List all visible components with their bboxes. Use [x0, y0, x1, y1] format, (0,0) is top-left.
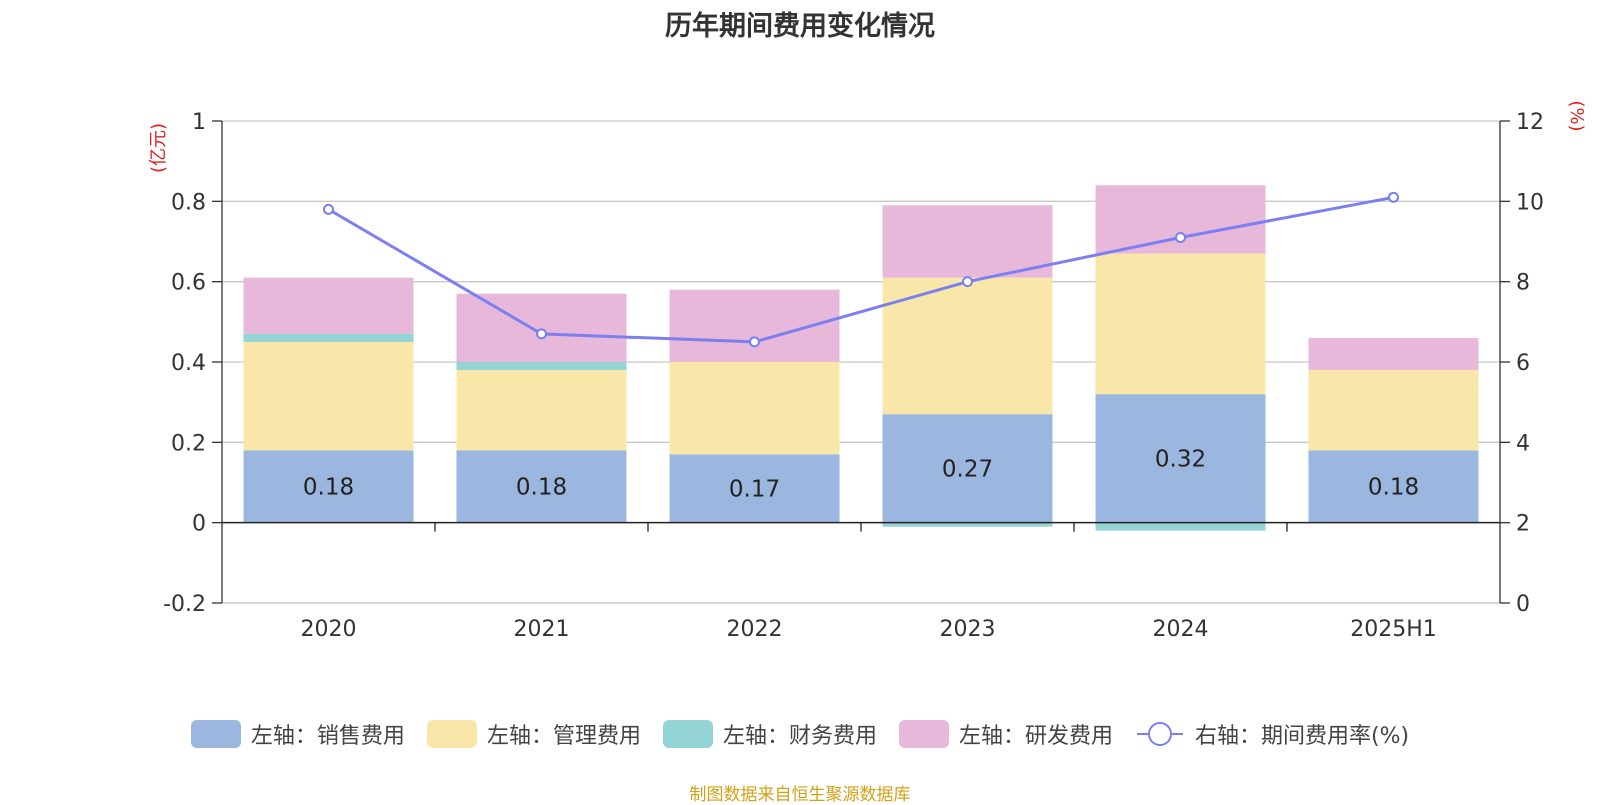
legend-label: 左轴：研发费用	[958, 724, 1113, 749]
x-tick-label: 2024	[1153, 617, 1209, 642]
rate-point	[962, 276, 973, 288]
bar-data-label: 0.18	[303, 475, 354, 501]
label-layer: 0.18 0.18 0.17 0.27 0.32 0.18	[303, 446, 1419, 502]
x-tick-label: 2022	[727, 617, 783, 642]
y-right-tick-label: 4	[1516, 431, 1530, 456]
bar-segment	[456, 362, 627, 371]
rate-point	[323, 203, 334, 215]
grid-layer	[222, 120, 1500, 604]
bar-segment	[669, 454, 840, 523]
bar-data-label: 0.32	[1155, 446, 1206, 472]
bar-data-label: 0.17	[729, 477, 780, 503]
legend-item[interactable]: 右轴：期间费用率(%)	[1135, 718, 1409, 750]
bar-data-label: 0.18	[516, 475, 567, 501]
legend-swatch	[898, 720, 949, 748]
rate-point	[749, 336, 760, 348]
y-left-unit: (亿元)	[148, 123, 169, 173]
x-tick-label: 2025H1	[1350, 617, 1437, 642]
legend-swatch	[190, 720, 241, 748]
bar-segment	[1308, 370, 1479, 451]
chart-title: 历年期间费用变化情况	[665, 11, 935, 42]
y-right-tick-label: 12	[1516, 110, 1544, 135]
bar-segment	[243, 341, 414, 451]
bar-segment	[882, 205, 1053, 278]
x-tick-label: 2021	[514, 617, 570, 642]
rate-point	[1175, 231, 1186, 243]
y-right-tick-label: 6	[1516, 351, 1530, 376]
y-left-tick-label: -0.2	[163, 592, 206, 617]
bar-segment	[1095, 253, 1266, 395]
bar-segment	[456, 293, 627, 362]
bar-segment	[1095, 185, 1266, 254]
x-tick-label: 2023	[940, 617, 996, 642]
bar-segment	[1308, 337, 1479, 371]
legend-label: 左轴：财务费用	[722, 724, 877, 749]
rate-point	[1388, 191, 1399, 203]
legend-item[interactable]: 左轴：管理费用	[426, 718, 641, 750]
legend-line-swatch	[1136, 722, 1183, 746]
bar-segment	[1095, 394, 1266, 523]
y-left-tick-label: 0	[192, 512, 206, 537]
bar-segment	[882, 277, 1053, 415]
y-right-tick-label: 0	[1516, 592, 1530, 617]
legend-item[interactable]: 左轴：研发费用	[898, 718, 1113, 750]
bar-segment	[243, 277, 414, 334]
source-note: 制图数据来自恒生聚源数据库	[689, 785, 911, 805]
y-left-tick-label: 1	[192, 110, 206, 135]
legend-swatch	[662, 720, 713, 748]
rate-point	[536, 328, 547, 340]
line-layer	[323, 191, 1399, 348]
bar-segment	[1308, 450, 1479, 523]
bar-segment	[456, 450, 627, 523]
x-tick-label: 2020	[301, 617, 357, 642]
legend-item[interactable]: 左轴：财务费用	[662, 718, 877, 750]
legend: 左轴：销售费用 左轴：管理费用 左轴：财务费用 左轴：研发费用 右轴：期间费用率(%)	[0, 718, 1600, 750]
bar-data-label: 0.27	[942, 456, 993, 482]
legend-label: 左轴：管理费用	[486, 724, 641, 749]
y-right-unit: (%)	[1566, 100, 1587, 131]
bar-segment	[669, 362, 840, 455]
y-right-tick-label: 10	[1516, 190, 1544, 215]
bar-layer	[243, 185, 1479, 531]
bar-segment	[243, 450, 414, 523]
legend-label: 右轴：期间费用率(%)	[1194, 724, 1410, 749]
rate-line	[327, 195, 1394, 344]
legend-item[interactable]: 左轴：销售费用	[190, 718, 405, 750]
bar-segment	[1095, 522, 1266, 531]
bar-segment	[456, 370, 627, 451]
y-left-tick-label: 0.8	[171, 190, 206, 215]
legend-label: 左轴：销售费用	[250, 724, 405, 749]
y-right-tick-label: 8	[1516, 271, 1530, 296]
y-left-tick-label: 0.4	[171, 351, 206, 376]
bar-data-label: 0.18	[1368, 475, 1419, 501]
legend-swatch	[426, 720, 477, 748]
bar-segment	[882, 522, 1053, 527]
y-left-tick-label: 0.2	[171, 431, 206, 456]
y-left-tick-label: 0.6	[171, 271, 206, 296]
legend-line-marker	[1147, 722, 1172, 746]
bar-segment	[882, 414, 1053, 523]
y-right-tick-label: 2	[1516, 512, 1530, 537]
bar-segment	[243, 333, 414, 342]
